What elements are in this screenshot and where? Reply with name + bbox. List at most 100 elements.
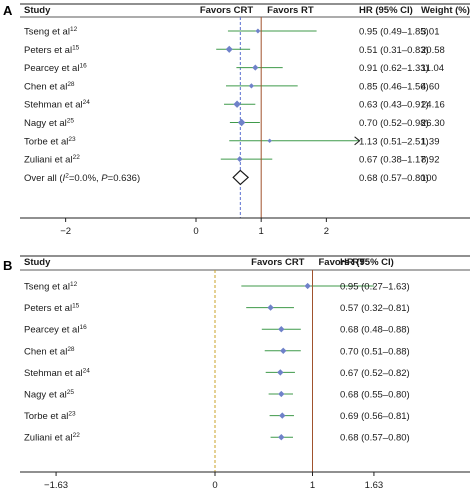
x-axis-tick-label: −2 [60, 226, 71, 237]
study-label: Pearcey et al16 [24, 324, 87, 336]
favors-rt-header: Favors RT [319, 257, 366, 268]
hr-ci-value: 0.85 (0.46–1.56) [359, 81, 429, 92]
study-label: Peters et al15 [24, 44, 80, 56]
weight-value: 11.04 [421, 63, 444, 74]
weight-value: 26.30 [421, 118, 445, 129]
pooled-estimate-diamond [232, 169, 250, 186]
x-axis-tick-label: 0 [193, 226, 198, 237]
hr-ci-value: 0.95 (0.49–1.85) [359, 27, 429, 38]
hr-ci-value: 0.57 (0.32–0.81) [340, 303, 410, 314]
study-reference: 23 [68, 136, 76, 143]
study-reference: 15 [72, 44, 80, 51]
overall-hr-ci-value: 0.68 (0.57–0.80) [359, 173, 429, 184]
point-estimate-marker [267, 138, 272, 144]
study-name: Zuliani et al [24, 433, 73, 444]
study-column-header: Study [24, 5, 51, 16]
study-name: Stehman et al [24, 100, 83, 111]
hr-ci-value: 0.67 (0.38–1.17) [359, 155, 429, 166]
hr-ci-value: 0.70 (0.52–0.98) [359, 118, 429, 129]
weight-value: 1.39 [421, 136, 440, 147]
study-name: Pearcey et al [24, 63, 79, 74]
ci-arrow [354, 136, 361, 146]
hr-ci-value: 0.69 (0.56–0.81) [340, 411, 410, 422]
point-estimate-marker [278, 326, 285, 333]
study-reference: 28 [67, 81, 75, 88]
study-label: Zuliani et al22 [24, 432, 80, 444]
hr-ci-value: 0.91 (0.62–1.33) [359, 63, 429, 74]
overall-label-part: I [63, 173, 66, 184]
hr-ci-value: 0.63 (0.43–0.91) [359, 100, 429, 111]
study-name: Tseng et al [24, 27, 70, 38]
study-reference: 28 [67, 346, 75, 353]
study-label: Stehman et al24 [24, 99, 90, 111]
weight-column-header: Weight (%) [421, 5, 470, 16]
weight-value: 8.92 [421, 155, 440, 166]
point-estimate-marker [277, 369, 284, 376]
study-name: Peters et al [24, 303, 72, 314]
hr-ci-value: 0.51 (0.31–0.83) [359, 45, 429, 56]
point-estimate-marker [304, 282, 311, 290]
weight-value: 4.60 [421, 81, 440, 92]
hr-ci-value: 0.95 (0.27–1.63) [340, 282, 410, 293]
hr-ci-value: 0.70 (0.51–0.88) [340, 346, 410, 357]
hr-ci-value: 0.68 (0.57–0.80) [340, 433, 410, 444]
favors-crt-header: Favors CRT [251, 257, 305, 268]
overall-label-part: 2 [65, 172, 69, 179]
study-name: Nagy et al [24, 390, 67, 401]
study-label: Torbe et al23 [24, 136, 76, 148]
x-axis-tick-label: 0 [212, 480, 217, 491]
point-estimate-marker [236, 156, 243, 163]
x-axis-tick-label: 1 [310, 480, 315, 491]
x-axis-tick-label: 1 [259, 226, 264, 237]
study-reference: 16 [79, 324, 87, 331]
study-name: Chen et al [24, 346, 67, 357]
study-name: Pearcey et al [24, 325, 79, 336]
study-reference: 16 [79, 63, 87, 70]
point-estimate-marker [225, 45, 233, 53]
weight-value: 20.58 [421, 45, 445, 56]
point-estimate-marker [279, 412, 286, 419]
study-label: Chen et al28 [24, 346, 75, 358]
study-name: Nagy et al [24, 118, 67, 129]
study-reference: 25 [67, 118, 75, 125]
study-name: Stehman et al [24, 368, 83, 379]
overall-weight-value: 100 [421, 173, 437, 184]
point-estimate-marker [248, 83, 255, 89]
overall-label-part: =0.636) [108, 173, 141, 184]
x-axis-tick-label: −1.63 [44, 480, 68, 491]
study-label: Tseng et al12 [24, 26, 78, 38]
point-estimate-marker [233, 100, 241, 108]
study-reference: 15 [72, 303, 80, 310]
study-name: Zuliani et al [24, 155, 73, 166]
hr-ci-column-header: HR (95% CI) [340, 257, 394, 268]
hr-ci-value: 0.67 (0.52–0.82) [340, 368, 410, 379]
study-label: Nagy et al25 [24, 118, 74, 130]
study-label: Zuliani et al22 [24, 154, 80, 166]
study-reference: 12 [70, 281, 78, 288]
study-label: Tseng et al12 [24, 281, 78, 293]
study-reference: 24 [83, 99, 91, 106]
overall-label-part: =0.0%, [69, 173, 101, 184]
x-axis-tick-label: 1.63 [365, 480, 384, 491]
point-estimate-marker [252, 64, 259, 71]
study-label: Pearcey et al16 [24, 63, 87, 75]
point-estimate-marker [267, 304, 274, 311]
study-label: Torbe et al23 [24, 411, 76, 423]
study-label: Peters et al15 [24, 303, 80, 315]
hr-ci-column-header: HR (95% CI) [359, 5, 413, 16]
point-estimate-marker [237, 118, 246, 127]
panel-b-letter: B [3, 258, 12, 273]
x-axis-tick-label: 2 [324, 226, 329, 237]
study-name: Peters et al [24, 45, 72, 56]
study-name: Chen et al [24, 81, 67, 92]
weight-value: 3.01 [421, 27, 440, 38]
hr-ci-value: 1.13 (0.51–2.51) [359, 136, 429, 147]
panel-a-letter: A [3, 3, 13, 18]
overall-label: Over all (I2=0.0%, P=0.636) [24, 172, 140, 184]
favors-rt-header: Favors RT [267, 5, 314, 16]
hr-ci-value: 0.68 (0.48–0.88) [340, 325, 410, 336]
weight-value: 24.16 [421, 100, 445, 111]
study-label: Chen et al28 [24, 81, 75, 93]
